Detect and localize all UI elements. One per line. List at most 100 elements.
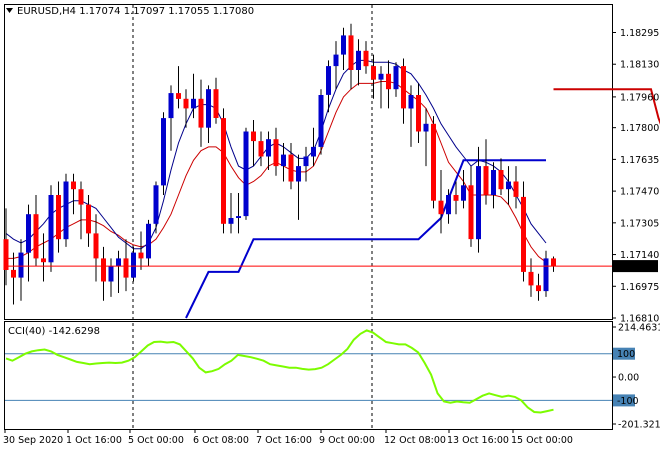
candle-body bbox=[221, 118, 226, 224]
candle-body bbox=[123, 258, 129, 278]
candle-body bbox=[108, 266, 114, 282]
candle-body bbox=[318, 95, 324, 147]
candle-body bbox=[41, 258, 46, 263]
current-price-label: 1.17080 bbox=[619, 262, 658, 273]
candle-body bbox=[431, 123, 436, 201]
price-label: 1.18295 bbox=[620, 28, 659, 39]
time-label: 12 Oct 08:00 bbox=[384, 435, 446, 446]
price-label: 1.17140 bbox=[620, 250, 659, 261]
candle-body bbox=[101, 258, 106, 282]
candle-body bbox=[506, 181, 511, 190]
candle-body bbox=[206, 89, 211, 128]
candle-body bbox=[536, 285, 541, 292]
time-label: 9 Oct 00:00 bbox=[319, 435, 375, 446]
cci-level-box bbox=[613, 394, 635, 407]
candle-body bbox=[48, 195, 54, 263]
cci-axis-label: 100 bbox=[617, 349, 635, 360]
price-label: 1.17305 bbox=[620, 218, 659, 229]
candle-body bbox=[453, 195, 459, 201]
candle-body bbox=[378, 73, 384, 80]
candle-body bbox=[228, 218, 234, 224]
candle-body bbox=[71, 181, 76, 190]
candle-body bbox=[26, 214, 31, 253]
candle-body bbox=[251, 131, 256, 142]
indicator-panel-frame bbox=[4, 321, 613, 430]
candle-body bbox=[521, 196, 526, 272]
candles bbox=[3, 23, 556, 305]
candle-body bbox=[266, 139, 271, 157]
candle-body bbox=[363, 50, 369, 67]
cci-axis-label: -100 bbox=[617, 396, 639, 407]
price-label: 1.17470 bbox=[620, 187, 659, 198]
price-label: 1.17800 bbox=[620, 123, 659, 134]
cci-indicator: 214.4631 100 0.00 -100 -201.3213 bbox=[5, 323, 660, 431]
candle-body bbox=[258, 141, 264, 157]
candle-body bbox=[86, 204, 91, 234]
candle-body bbox=[213, 89, 219, 118]
time-label: 30 Sep 2020 bbox=[3, 435, 63, 446]
time-axis: 30 Sep 2020 1 Oct 16:00 5 Oct 00:00 6 Oct 0… bbox=[3, 429, 573, 446]
candle-body bbox=[18, 252, 24, 278]
candle-body bbox=[63, 181, 69, 240]
triangle-down-icon[interactable] bbox=[6, 8, 13, 13]
candle-body bbox=[93, 233, 99, 259]
candle-body bbox=[311, 146, 316, 157]
candle-body bbox=[116, 258, 121, 267]
candle-body bbox=[191, 98, 196, 109]
candle-body bbox=[371, 66, 376, 80]
candle-body bbox=[183, 98, 189, 109]
candle-body bbox=[153, 185, 159, 224]
candle-body bbox=[356, 50, 361, 70]
candle-body bbox=[468, 185, 474, 240]
time-label: 15 Oct 00:00 bbox=[511, 435, 573, 446]
candle-body bbox=[461, 185, 466, 201]
cci-axis-label: 214.4631 bbox=[618, 323, 660, 334]
price-label: 1.17960 bbox=[620, 92, 659, 103]
candle-body bbox=[408, 95, 414, 109]
time-label: 5 Oct 00:00 bbox=[128, 435, 184, 446]
candle-body bbox=[3, 239, 9, 270]
price-panel-frame bbox=[4, 4, 613, 320]
candle-body bbox=[483, 166, 489, 195]
candle-body bbox=[401, 66, 406, 109]
candle-body bbox=[176, 93, 181, 99]
candle-body bbox=[243, 131, 249, 217]
cci-line bbox=[5, 329, 554, 414]
candle-body bbox=[446, 195, 451, 215]
candle-body bbox=[386, 73, 391, 90]
indicator-label: CCI(40) -142.6298 bbox=[8, 326, 100, 337]
candle-body bbox=[393, 66, 399, 90]
candle-body bbox=[161, 118, 166, 186]
candle-body bbox=[416, 95, 421, 132]
candle-body bbox=[491, 170, 496, 195]
support-stop-line bbox=[185, 159, 546, 319]
candle-body bbox=[498, 170, 504, 190]
candle-body bbox=[33, 214, 39, 259]
candle-body bbox=[131, 252, 136, 278]
cci-axis-label: -201.3213 bbox=[618, 420, 660, 431]
price-label: 1.16975 bbox=[620, 282, 659, 293]
candle-body bbox=[543, 258, 549, 292]
candle-body bbox=[273, 139, 279, 167]
candle-body bbox=[341, 35, 346, 55]
candle-body bbox=[513, 181, 519, 197]
price-label: 1.18130 bbox=[620, 60, 659, 71]
candle-body bbox=[78, 189, 84, 205]
candle-body bbox=[296, 166, 301, 182]
candle-body bbox=[288, 154, 294, 182]
time-label: 1 Oct 16:00 bbox=[66, 435, 122, 446]
time-label: 13 Oct 16:00 bbox=[447, 435, 509, 446]
candle-body bbox=[551, 258, 556, 267]
candle-body bbox=[168, 93, 174, 119]
candle-body bbox=[333, 54, 339, 67]
candle-body bbox=[138, 252, 144, 259]
candle-body bbox=[198, 98, 204, 128]
chart-title: EURUSD,H4 1.17074 1.17097 1.17055 1.1708… bbox=[17, 6, 254, 17]
cci-axis-label: 0.00 bbox=[618, 373, 639, 384]
candle-body bbox=[11, 269, 16, 278]
candle-body bbox=[281, 154, 286, 167]
current-price-box bbox=[613, 260, 658, 273]
candle-body bbox=[423, 123, 429, 132]
